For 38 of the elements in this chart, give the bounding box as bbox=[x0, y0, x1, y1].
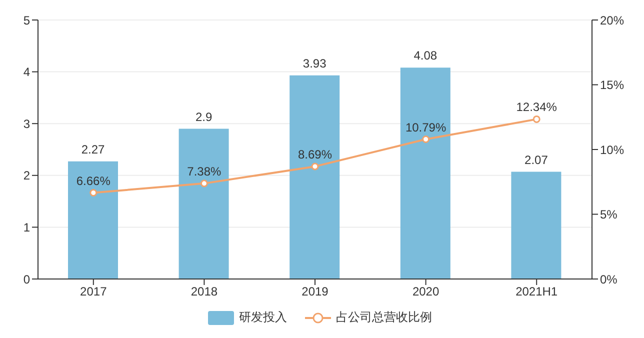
data-label: 8.69% bbox=[298, 147, 332, 162]
point bbox=[311, 162, 319, 170]
point bbox=[422, 136, 430, 144]
point bbox=[90, 189, 98, 197]
data-label: 6.66% bbox=[76, 174, 111, 188]
data-label: 12.34% bbox=[516, 100, 558, 114]
y2-tick-label: 0% bbox=[600, 272, 618, 286]
legend-label: 占公司总营收比例 bbox=[336, 309, 432, 326]
y-tick-label: 5 bbox=[23, 13, 30, 28]
y-tick-label: 2 bbox=[23, 168, 30, 183]
y-tick-label: 4 bbox=[23, 65, 30, 80]
data-label: 2.27 bbox=[81, 142, 105, 156]
bar bbox=[511, 172, 562, 279]
x-tick-label: 2017 bbox=[80, 284, 108, 299]
y2-tick-label: 15% bbox=[600, 78, 624, 92]
bar bbox=[400, 68, 450, 279]
point bbox=[200, 180, 208, 188]
x-tick-label: 2018 bbox=[190, 284, 218, 299]
y2-tick-label: 5% bbox=[600, 208, 618, 222]
data-label: 2.9 bbox=[195, 110, 212, 124]
data-label: 10.79% bbox=[405, 120, 446, 134]
y2-tick-label: 20% bbox=[600, 13, 624, 28]
x-tick-label: 2021H1 bbox=[516, 284, 558, 299]
point bbox=[532, 115, 540, 123]
bar bbox=[178, 128, 229, 279]
x-tick-label: 2019 bbox=[302, 284, 329, 299]
bar bbox=[290, 75, 340, 279]
x-tick-label: 2020 bbox=[412, 284, 440, 299]
data-label: 3.93 bbox=[302, 56, 327, 70]
data-label: 7.38% bbox=[187, 164, 222, 178]
data-label: 2.07 bbox=[524, 152, 548, 167]
y-tick-label: 3 bbox=[23, 116, 30, 131]
y2-tick-label: 10% bbox=[600, 142, 624, 157]
y-tick-label: 0 bbox=[23, 272, 30, 286]
legend-label: 研发投入 bbox=[239, 309, 287, 326]
y-tick-label: 1 bbox=[23, 220, 30, 234]
data-label: 4.08 bbox=[414, 48, 438, 63]
bar bbox=[68, 161, 118, 279]
